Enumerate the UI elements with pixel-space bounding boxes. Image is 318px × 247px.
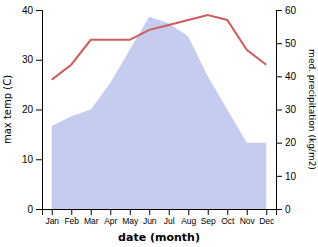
x-axis-title: date (month) [118,231,200,244]
tick: 10 [22,154,42,165]
tick-mark [91,209,92,215]
tick-label: 30 [285,104,297,115]
tick-label: Feb [64,216,79,226]
tick-label: Oct [221,216,235,226]
tick-label: Dec [259,216,275,226]
tick-mark [36,10,42,11]
tick-mark [110,209,111,215]
tick-mark [36,159,42,160]
y2-axis-title: med. precipitation (kg/m2) [307,49,317,170]
tick: 40 [276,71,297,82]
tick: 60 [276,5,297,16]
tick: Dec [259,209,275,226]
tick: Feb [64,209,79,226]
line [52,15,267,80]
tick-mark [130,209,131,215]
tick-mark [188,209,189,215]
tick-mark [247,209,248,215]
tick-mark [276,10,282,11]
tick-mark [169,209,170,215]
tick-mark [36,110,42,111]
tick: 30 [22,54,42,65]
tick: Mar [84,209,99,226]
tick-label: 20 [285,137,297,148]
tick: 20 [22,104,42,115]
tick: 0 [276,204,291,215]
tick-label: 30 [22,54,34,65]
chart: Jan Feb Mar Apr May Jun Jul Aug Sep Oct NovDec 0 10 2… [0,0,318,247]
tick-label: 10 [22,154,34,165]
x-axis: Jan Feb Mar Apr May Jun Jul Aug Sep Oct NovDec [43,209,277,226]
tick-mark [276,43,282,44]
tick: 50 [276,38,297,49]
tick: 30 [276,104,297,115]
tick: Nov [240,209,256,226]
tick: Sep [201,209,216,226]
tick: 40 [22,5,42,16]
tick-label: 0 [285,204,291,215]
tick-mark [149,209,150,215]
tick-mark [71,209,72,215]
tick-label: Jul [164,216,175,226]
axis-line [36,11,43,210]
y-axis: 0 10 20 30 40 [22,5,43,215]
tick: Oct [221,209,235,226]
tick: May [122,209,139,226]
marks [52,15,267,209]
tick: Jul [164,209,175,226]
tick-label: 0 [27,204,33,215]
tick-label: Jun [143,216,157,226]
tick-label: May [122,216,139,226]
tick: 0 [27,204,42,215]
tick-label: Aug [181,216,196,226]
tick: 20 [276,137,297,148]
area [52,17,267,209]
tick-mark [276,110,282,111]
tick: Apr [104,209,117,226]
tick-label: 50 [285,38,297,49]
tick-mark [52,209,53,215]
tick-label: Mar [84,216,99,226]
tick-label: Nov [240,216,256,226]
tick: Jan [45,209,59,226]
y2-axis: 0 10 20 30 40 50 60 [276,5,297,215]
tick-mark [276,209,282,210]
tick-label: Jan [45,216,59,226]
tick-label: Sep [201,216,216,226]
tick: 10 [276,171,297,182]
tick-mark [227,209,228,215]
tick: Aug [181,209,196,226]
tick-mark [36,60,42,61]
tick-mark [208,209,209,215]
tick-label: 20 [22,104,34,115]
tick-label: 10 [285,171,297,182]
axis-line [277,11,283,210]
tick-label: 60 [285,5,297,16]
tick-mark [276,76,282,77]
tick-label: 40 [285,71,297,82]
tick-label: 40 [22,5,34,16]
plot: Jan Feb Mar Apr May Jun Jul Aug Sep Oct NovDec 0 10 2… [22,5,297,226]
y-axis-title: max temp (C) [2,75,13,144]
tick: Jun [143,209,157,226]
tick-mark [276,176,282,177]
tick-mark [266,209,267,215]
tick-mark [36,209,42,210]
axis-line [43,210,277,216]
tick-label: Apr [104,216,117,226]
tick-mark [276,143,282,144]
